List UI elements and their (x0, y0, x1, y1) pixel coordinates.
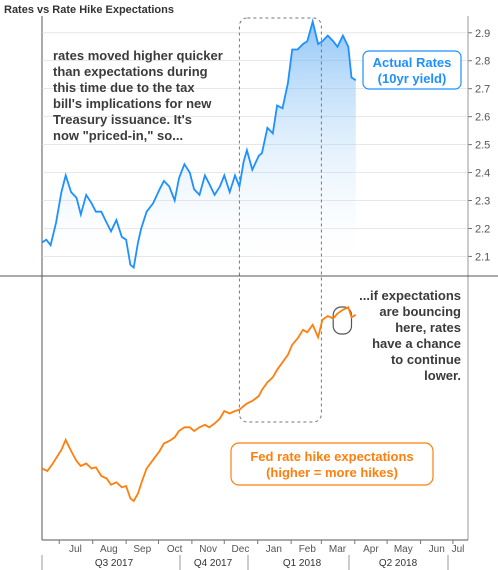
quarter-label: Q2 2018 (379, 558, 418, 569)
rates-area-fill (42, 21, 356, 276)
annotation-bounce-line-4: have a chance (372, 336, 461, 351)
y-tick-label: 2.9 (475, 28, 490, 40)
x-tick-label: Feb (299, 544, 317, 555)
quarter-label: Q1 2018 (283, 558, 322, 569)
annotation-bounce-line-3: here, rates (395, 320, 461, 335)
y-tick-label: 2.2 (475, 223, 490, 235)
x-tick-label: Jun (429, 544, 445, 555)
x-tick-label: Jul (69, 544, 82, 555)
chart-title: Rates vs Rate Hike Expectations (4, 4, 174, 16)
annotation-bounce-line-2: are bouncing (379, 304, 461, 319)
x-tick-label: Mar (329, 544, 347, 555)
y-tick-label: 2.8 (475, 56, 490, 68)
rates-series-line (41, 18, 357, 270)
x-tick-label: Oct (167, 544, 183, 555)
annotation-bounce-line-6: lower. (424, 368, 461, 383)
y-tick-label: 2.4 (475, 168, 490, 180)
x-tick-label: Jan (266, 544, 282, 555)
rates-legend-line-1: Actual Rates (373, 55, 452, 70)
highlight-box (238, 17, 322, 423)
annotation-note-line-4: bill's implications for new (53, 96, 212, 111)
annotation-note-line-1: rates moved higher quicker (53, 48, 223, 63)
annotation-note-line-2: than expectations during (53, 64, 208, 79)
rates-legend-box (362, 50, 462, 90)
annotation-bounce-line-1: ...if expectations (359, 288, 461, 303)
x-tick-label: Nov (199, 544, 217, 555)
annotation-note-line-6: now "priced-in," so... (53, 128, 183, 143)
expectations-legend-box (230, 442, 434, 486)
expectations-legend-line-1: Fed rate hike expectations (250, 449, 413, 464)
annotation-bounce-line-5: to continue (391, 352, 461, 367)
x-tick-label: Apr (363, 544, 379, 555)
quarter-label: Q4 2017 (194, 558, 233, 569)
x-tick-label: Dec (232, 544, 250, 555)
y-tick-label: 2.6 (475, 112, 490, 124)
annotation-note-line-5: Treasury issuance. It's (53, 112, 192, 127)
rates-legend-line-2: (10yr yield) (378, 71, 447, 86)
expectations-legend-line-2: (higher = more hikes) (266, 465, 398, 480)
annotation-note-line-3: this time due to the tax (53, 80, 195, 95)
y-tick-label: 2.5 (475, 140, 490, 152)
x-tick-label: May (394, 544, 413, 555)
x-tick-label: Sep (133, 544, 151, 555)
x-tick-label: Jul (452, 544, 465, 555)
y-tick-label: 2.7 (475, 84, 490, 96)
expectations-series-line (41, 306, 357, 503)
y-tick-label: 2.3 (475, 196, 490, 208)
bounce-highlight-box (332, 306, 353, 335)
quarter-label: Q3 2017 (95, 558, 134, 569)
y-tick-label: 2.1 (475, 251, 490, 263)
x-tick-label: Aug (100, 544, 118, 555)
